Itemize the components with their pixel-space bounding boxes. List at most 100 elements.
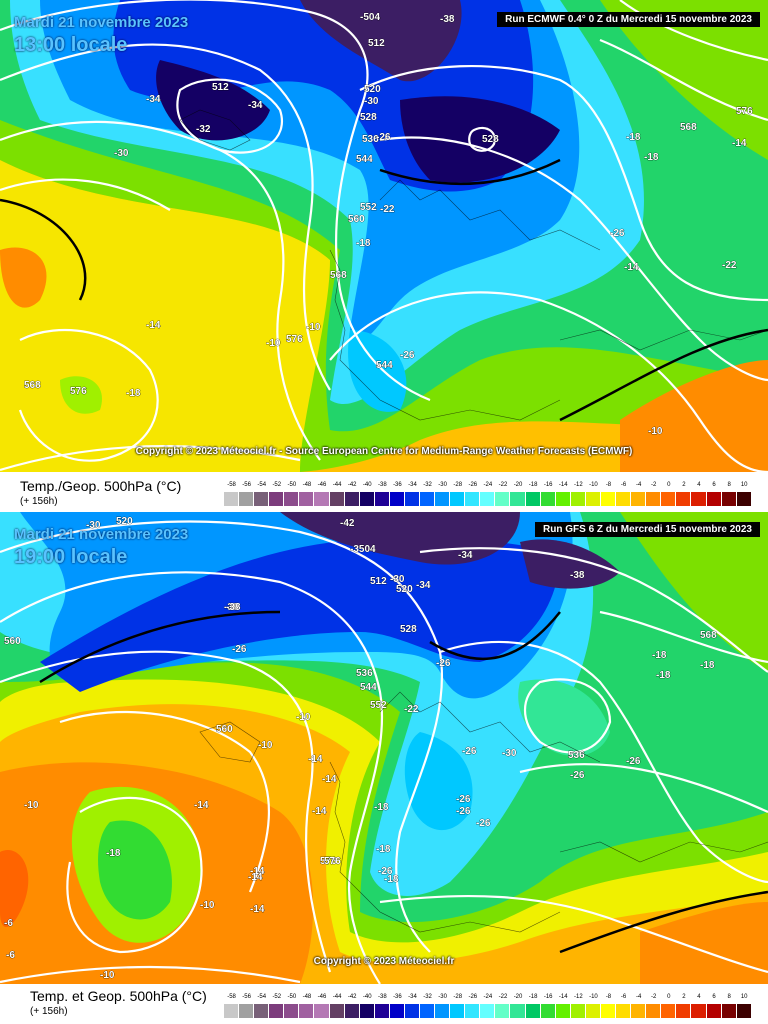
contour-label: -6 xyxy=(4,918,13,929)
scale-tick-label: -32 xyxy=(423,994,432,1000)
scale-tick-label: 8 xyxy=(727,994,731,1000)
contour-label: -14 xyxy=(248,872,263,883)
scale-cell xyxy=(465,1004,481,1018)
contour-label: 520 xyxy=(364,84,381,95)
contour-label: 512 xyxy=(212,82,229,93)
contour-label: -14 xyxy=(322,774,337,785)
scale-tick-label: -18 xyxy=(528,994,538,1000)
legend-gfs: Temp. et Geop. 500hPa (°C) (+ 156h) -58-… xyxy=(0,984,768,1024)
contour-label: -30 xyxy=(390,574,405,585)
scale-cell xyxy=(254,492,270,506)
contour-label: 544 xyxy=(360,682,377,693)
scale-cell xyxy=(585,1004,601,1018)
scale-tick-label: -20 xyxy=(513,994,523,1000)
scale-tick-label: -54 xyxy=(257,994,267,1000)
contour-label: -22 xyxy=(722,260,737,271)
scale-cell xyxy=(646,492,662,506)
contour-label: 576 xyxy=(736,106,753,117)
contour-label: -26 xyxy=(378,866,393,877)
scale-cell xyxy=(570,1004,586,1018)
legend-subtitle-gfs: (+ 156h) xyxy=(30,1006,68,1017)
scale-tick-label: 0 xyxy=(667,994,671,1000)
scale-tick-label: -16 xyxy=(543,482,553,488)
run-info-gfs: Run GFS 6 Z du Mercredi 15 novembre 2023 xyxy=(535,522,760,537)
scale-tick-label: -40 xyxy=(362,994,372,1000)
contour-label: -3504 xyxy=(350,544,376,555)
scale-cell xyxy=(721,1004,737,1018)
scale-tick-label: -30 xyxy=(438,482,447,488)
contour-label: -30 xyxy=(502,748,517,759)
valid-date-ecmwf: Mardi 21 novembre 2023 xyxy=(14,14,189,31)
scale-tick-label: -46 xyxy=(317,994,327,1000)
scale-cell xyxy=(736,492,752,506)
scale-cell xyxy=(525,492,541,506)
contour-label: 576 xyxy=(286,334,303,345)
scale-cell xyxy=(555,1004,571,1018)
contour-label: 544 xyxy=(356,154,373,165)
scale-cell xyxy=(540,1004,556,1018)
contour-label: 520 xyxy=(396,584,413,595)
contour-label: -18 xyxy=(376,844,391,855)
contour-label: 568 xyxy=(680,122,697,133)
scale-cell xyxy=(706,492,722,506)
scale-tick-label: -8 xyxy=(605,482,612,488)
scale-cell xyxy=(420,492,436,506)
contour-label: 552 xyxy=(360,202,377,213)
scale-cell xyxy=(435,492,451,506)
scale-cell xyxy=(404,1004,421,1018)
scale-tick-label: -24 xyxy=(483,994,493,1000)
scale-cell xyxy=(224,492,240,506)
contour-label: 544 xyxy=(376,360,393,371)
scale-cell xyxy=(284,1004,300,1018)
contour-label: 512 xyxy=(368,38,385,49)
scale-tick-label: -30 xyxy=(438,994,447,1000)
legend-title-ecmwf: Temp./Geop. 500hPa (°C) xyxy=(20,478,182,494)
scale-tick-label: -56 xyxy=(242,482,251,488)
run-info-ecmwf: Run ECMWF 0.4° 0 Z du Mercredi 15 novemb… xyxy=(497,12,760,27)
contour-label: -26 xyxy=(570,770,585,781)
valid-time-gfs: 19:00 locale xyxy=(14,546,128,568)
scale-tick-label: -38 xyxy=(377,482,387,488)
scale-tick-label: 10 xyxy=(740,994,748,1000)
copyright-gfs: Copyright © 2023 Méteociel.fr xyxy=(313,956,455,967)
contour-label: -18 xyxy=(656,670,671,681)
legend-subtitle-ecmwf: (+ 156h) xyxy=(20,496,58,507)
scale-cell xyxy=(374,1004,390,1018)
contour-label: -22 xyxy=(404,704,419,715)
scale-cell xyxy=(676,1004,692,1018)
contour-label: 560 xyxy=(4,636,21,647)
scale-tick-label: -26 xyxy=(468,994,478,1000)
scale-tick-label: -56 xyxy=(242,994,251,1000)
scale-tick-label: -28 xyxy=(453,482,463,488)
scale-cell xyxy=(359,1004,375,1018)
scale-cell xyxy=(435,1004,451,1018)
scale-cell xyxy=(600,1004,617,1018)
contour-label: -38 xyxy=(224,602,239,613)
scale-tick-label: -6 xyxy=(620,994,627,1000)
scale-tick-label: -18 xyxy=(528,482,538,488)
contour-label: -26 xyxy=(476,818,491,829)
contour-label: -30 xyxy=(364,96,379,107)
scale-tick-label: -42 xyxy=(347,482,357,488)
scale-tick-label: -24 xyxy=(483,482,493,488)
forecast-map-gfs xyxy=(0,512,768,984)
scale-cell xyxy=(631,492,647,506)
scale-tick-label: -50 xyxy=(287,482,297,488)
contour-label: -38 xyxy=(440,14,455,25)
scale-ticks-ecmwf: -58 -56 -54 -52 -50 -48 -46 -44 -42 -40 -38 -36 -34-… xyxy=(224,482,752,488)
contour-label: -14 xyxy=(732,138,747,149)
scale-cell xyxy=(480,492,496,506)
scale-cell xyxy=(480,1004,496,1018)
valid-date-gfs: Mardi 21 novembre 2023 xyxy=(14,526,189,543)
scale-tick-label: -58 xyxy=(227,994,236,1000)
scale-tick-label: 10 xyxy=(740,482,748,488)
contour-label: -26 xyxy=(626,756,641,767)
contour-label: -18 xyxy=(384,874,399,885)
scale-cell xyxy=(646,1004,662,1018)
contour-label: -10 xyxy=(258,740,273,751)
scale-cell xyxy=(510,1004,526,1018)
contour-label: 552 xyxy=(370,700,387,711)
contour-label: 528 xyxy=(400,624,417,635)
contour-label: -10 xyxy=(266,338,281,349)
